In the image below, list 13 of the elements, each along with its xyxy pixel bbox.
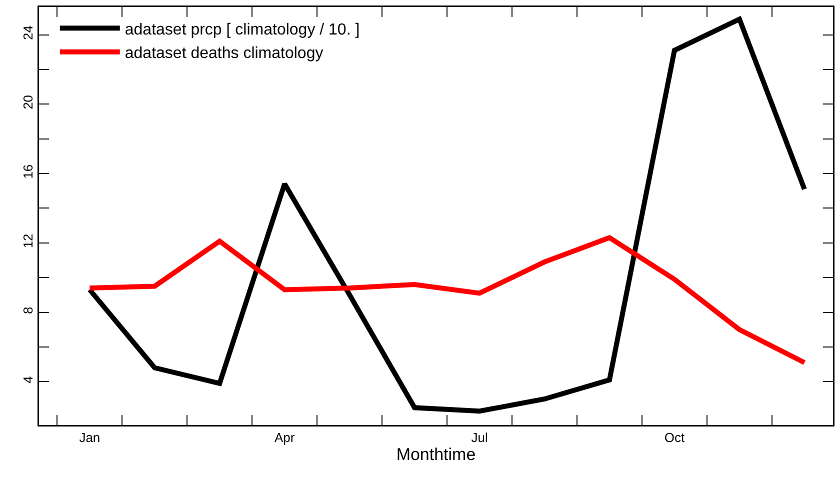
x-axis-title: Monthtime <box>396 445 476 464</box>
y-tick-label: 24 <box>20 26 36 40</box>
x-tick-label: Jul <box>471 430 488 446</box>
y-tick-label: 4 <box>20 376 36 384</box>
legend-label: adataset prcp [ climatology / 10. ] <box>124 21 360 38</box>
legend-label: adataset deaths climatology <box>124 45 324 62</box>
x-tick-label: Jan <box>79 430 100 446</box>
y-tick-label: 12 <box>20 234 36 248</box>
x-tick-label: Apr <box>274 430 296 446</box>
y-tick-label: 8 <box>20 306 36 314</box>
y-tick-label: 16 <box>20 164 36 179</box>
y-tick-label: 20 <box>20 94 36 110</box>
x-tick-label: Oct <box>664 430 685 446</box>
